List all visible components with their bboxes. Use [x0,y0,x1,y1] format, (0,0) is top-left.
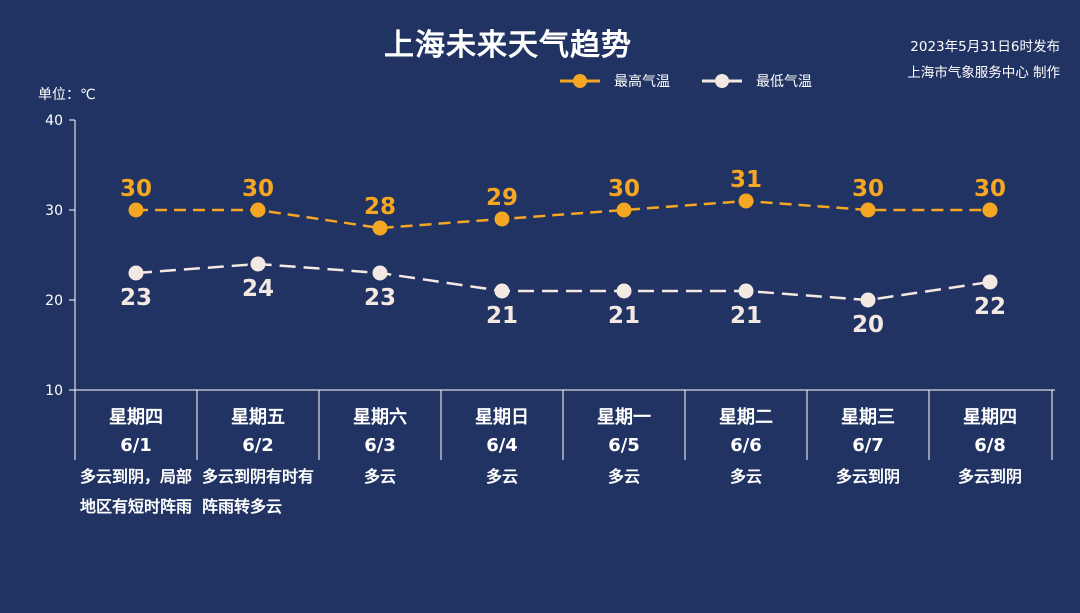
high-temp-point [128,202,144,218]
low-temp-point [616,283,632,299]
issue-info: 2023年5月31日6时发布 上海市气象服务中心 制作 [907,34,1060,86]
low-temp-point [494,283,510,299]
high-temp-point [738,193,754,209]
low-temp-label: 21 [730,303,762,329]
weekday-label: 星期二 [719,407,773,428]
legend: 最高气温 最低气温 [560,70,844,92]
legend-item-high: 最高气温 [560,71,670,91]
date-label: 6/8 [974,435,1006,456]
date-label: 6/6 [730,435,762,456]
high-temp-label: 30 [974,176,1006,202]
weekday-label: 星期四 [109,407,163,428]
weekday-label: 星期六 [353,406,407,428]
high-temp-label: 30 [608,176,640,202]
legend-high-label: 最高气温 [614,74,670,90]
weather-description: 多云到阴，局部地区有短时阵雨 [80,467,193,516]
high-temp-point [982,202,998,218]
weekday-label: 星期四 [963,407,1017,428]
weather-description: 多云 [485,467,518,486]
weather-description: 多云 [607,467,640,486]
weather-description: 多云到阴 [835,467,900,486]
weather-description: 多云 [363,467,396,486]
high-temp-label: 30 [120,176,152,202]
unit-label: 单位：℃ [38,87,96,103]
low-temp-point [128,265,144,281]
weekday-label: 星期三 [841,407,895,428]
date-label: 6/7 [852,435,884,456]
high-temp-label: 29 [486,185,518,211]
y-tick-label: 20 [45,293,63,309]
high-temp-label: 30 [852,176,884,202]
high-temp-point [494,211,510,227]
low-temp-point [372,265,388,281]
date-label: 6/5 [608,435,640,456]
weather-description: 多云到阴 [957,467,1022,486]
high-temp-label: 28 [364,194,396,220]
high-temp-point [860,202,876,218]
legend-low-marker [702,74,742,88]
low-temp-label: 23 [364,285,396,311]
high-temp-point [372,220,388,236]
date-label: 6/2 [242,435,274,456]
low-temp-label: 22 [974,294,1006,320]
weekday-label: 星期一 [597,407,651,428]
low-temp-point [250,256,266,272]
y-tick-label: 30 [45,203,63,219]
legend-item-low: 最低气温 [702,71,812,91]
high-temp-point [250,202,266,218]
low-temp-point [738,283,754,299]
legend-low-label: 最低气温 [756,74,812,90]
low-temp-label: 21 [486,303,518,329]
low-temp-label: 20 [852,312,884,338]
low-temp-label: 23 [120,285,152,311]
date-label: 6/3 [364,435,396,456]
issuer: 上海市气象服务中心 制作 [907,65,1060,81]
y-tick-label: 10 [45,383,63,399]
date-label: 6/4 [486,435,518,456]
issue-time: 2023年5月31日6时发布 [910,39,1060,55]
chart-title: 上海未来天气趋势 [384,28,632,63]
weather-description: 多云到阴有时有阵雨转多云 [202,467,315,516]
high-temp-line [136,199,990,230]
low-temp-label: 21 [608,303,640,329]
weekday-label: 星期五 [231,407,285,428]
high-temp-label: 30 [242,176,274,202]
high-temp-label: 31 [730,167,762,193]
legend-high-marker [560,74,600,88]
weather-description: 多云 [729,467,762,486]
low-temp-label: 24 [242,276,274,302]
low-temp-point [982,274,998,290]
date-label: 6/1 [120,435,152,456]
high-temp-point [616,202,632,218]
weekday-label: 星期日 [475,407,529,428]
low-temp-point [860,292,876,308]
y-tick-label: 40 [45,113,63,129]
